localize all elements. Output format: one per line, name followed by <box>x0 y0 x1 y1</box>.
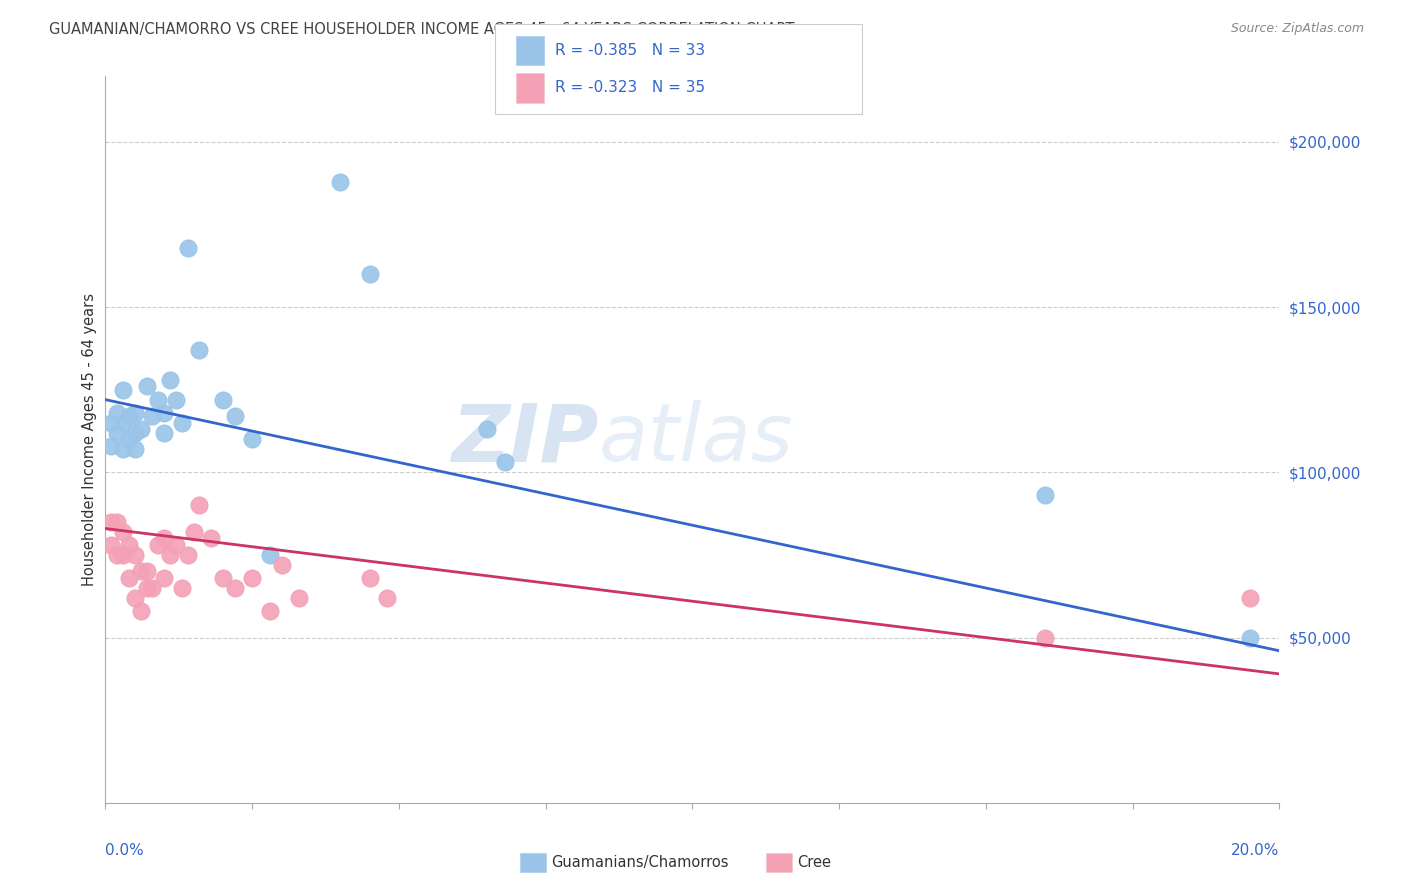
Point <box>112 524 135 539</box>
Point <box>112 548 135 562</box>
Point <box>475 422 498 436</box>
Point <box>224 581 246 595</box>
Point <box>124 442 146 457</box>
Text: atlas: atlas <box>599 401 793 478</box>
Point <box>135 379 157 393</box>
Point <box>188 499 211 513</box>
Point <box>112 416 135 430</box>
Point <box>270 558 292 572</box>
Point <box>224 409 246 424</box>
Point <box>240 571 263 585</box>
Point <box>259 604 281 618</box>
Point <box>375 591 398 605</box>
Point <box>135 581 157 595</box>
Text: 0.0%: 0.0% <box>105 843 145 858</box>
Point <box>176 548 198 562</box>
Point <box>170 581 193 595</box>
Point <box>129 604 152 618</box>
Text: R = -0.323   N = 35: R = -0.323 N = 35 <box>555 80 706 95</box>
Point <box>153 571 176 585</box>
Point <box>494 455 516 469</box>
Point <box>118 409 141 424</box>
Point <box>118 432 141 446</box>
Point <box>153 406 176 420</box>
Text: Cree: Cree <box>797 855 831 870</box>
Point <box>112 442 135 457</box>
Point <box>170 416 193 430</box>
Point <box>153 425 176 440</box>
Point <box>176 241 198 255</box>
Point <box>240 432 263 446</box>
Point <box>153 532 176 546</box>
Point <box>105 425 128 440</box>
Point <box>1239 631 1261 645</box>
Point <box>359 267 381 281</box>
Point <box>329 175 352 189</box>
Point <box>165 538 187 552</box>
Point <box>118 538 141 552</box>
Text: 20.0%: 20.0% <box>1232 843 1279 858</box>
Point <box>141 409 163 424</box>
Point <box>124 591 146 605</box>
Point <box>159 373 181 387</box>
Point <box>124 425 146 440</box>
Point <box>1033 631 1056 645</box>
Point <box>148 538 170 552</box>
Point <box>165 392 187 407</box>
Point <box>1239 591 1261 605</box>
Point <box>112 383 135 397</box>
Point <box>359 571 381 585</box>
Point <box>129 565 152 579</box>
Point <box>159 548 181 562</box>
Point <box>124 548 146 562</box>
Point <box>183 524 205 539</box>
Text: GUAMANIAN/CHAMORRO VS CREE HOUSEHOLDER INCOME AGES 45 - 64 YEARS CORRELATION CHA: GUAMANIAN/CHAMORRO VS CREE HOUSEHOLDER I… <box>49 22 794 37</box>
Point <box>135 565 157 579</box>
Point <box>188 343 211 357</box>
Point <box>105 548 128 562</box>
Y-axis label: Householder Income Ages 45 - 64 years: Householder Income Ages 45 - 64 years <box>82 293 97 586</box>
Text: ZIP: ZIP <box>451 401 599 478</box>
Point <box>200 532 222 546</box>
Point <box>100 538 122 552</box>
Point <box>105 406 128 420</box>
Point <box>1033 488 1056 502</box>
Text: R = -0.385   N = 33: R = -0.385 N = 33 <box>555 44 706 58</box>
Point <box>124 406 146 420</box>
Point <box>100 515 122 529</box>
Point <box>129 422 152 436</box>
Point <box>148 392 170 407</box>
Point <box>118 571 141 585</box>
Point <box>288 591 311 605</box>
Point <box>211 392 233 407</box>
Point <box>211 571 233 585</box>
Point <box>259 548 281 562</box>
Point <box>105 515 128 529</box>
Point <box>141 581 163 595</box>
Point <box>100 416 122 430</box>
Point <box>100 439 122 453</box>
Text: Source: ZipAtlas.com: Source: ZipAtlas.com <box>1230 22 1364 36</box>
Text: Guamanians/Chamorros: Guamanians/Chamorros <box>551 855 728 870</box>
